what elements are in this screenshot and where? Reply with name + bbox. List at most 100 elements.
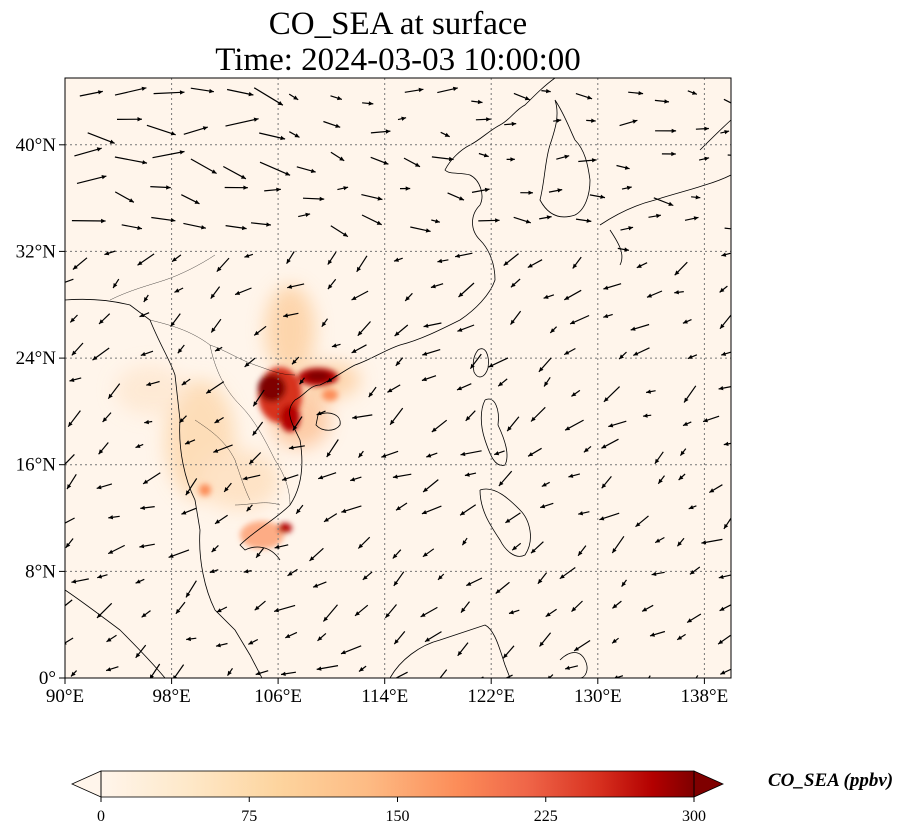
wind-vector-head xyxy=(179,150,185,155)
wind-vector-head xyxy=(395,361,401,366)
wind-vector-head xyxy=(108,549,114,554)
wind-vector-head xyxy=(510,282,516,288)
wind-vector-shaft xyxy=(87,132,115,144)
wind-vector-head xyxy=(292,359,297,365)
wind-vector-head xyxy=(677,635,683,640)
wind-vector-head xyxy=(483,153,489,158)
wind-vector-head xyxy=(682,319,688,324)
wind-vector-head xyxy=(377,196,383,201)
wind-vector-head xyxy=(564,154,570,159)
wind-vector-head xyxy=(394,257,399,262)
wind-vector-shaft xyxy=(76,175,107,184)
wind-vector-head xyxy=(626,185,632,191)
coastline-sulawesi xyxy=(559,652,588,678)
wind-vector-head xyxy=(430,284,436,289)
wind-vector-head xyxy=(693,216,699,221)
wind-vector-head xyxy=(98,90,103,95)
wind-vector-head xyxy=(285,633,291,638)
colorbar-max-extension xyxy=(693,770,724,798)
wind-vector-shaft xyxy=(253,87,284,106)
wind-vector-head xyxy=(525,219,531,224)
wind-vector-head xyxy=(704,156,710,161)
wind-vector-head xyxy=(720,670,726,675)
wind-vector-head xyxy=(664,99,669,104)
wind-vector-head xyxy=(394,639,399,645)
wind-vector-head xyxy=(559,574,565,579)
colorbar-gradient xyxy=(101,771,694,797)
wind-vector-head xyxy=(287,571,293,576)
colorbar-min-extension xyxy=(71,770,102,798)
wind-vector-head xyxy=(444,132,450,137)
wind-vector-head xyxy=(331,343,337,348)
wind-vector-head xyxy=(541,482,547,487)
wind-vector-head xyxy=(719,606,725,611)
wind-vector-head xyxy=(71,671,76,677)
wind-vector-head xyxy=(630,326,636,331)
border-china-southeast xyxy=(149,319,296,376)
wind-vector-head xyxy=(341,650,346,655)
wind-vector-head xyxy=(137,225,142,230)
wind-vector-head xyxy=(603,313,609,318)
wind-vector-head xyxy=(608,423,614,428)
wind-vector-head xyxy=(299,379,304,385)
wind-vector-head xyxy=(509,610,514,615)
y-tick-label: 32°N xyxy=(16,241,57,262)
wind-vector-head xyxy=(385,613,390,618)
wind-vector-head xyxy=(381,453,387,458)
wind-vector-head xyxy=(537,578,543,584)
wind-vector-head xyxy=(201,225,206,230)
wind-vector-head xyxy=(572,263,578,269)
wind-vector-shaft xyxy=(153,91,185,95)
plume-hanoi xyxy=(258,374,286,402)
coastline-taiwan xyxy=(472,348,489,378)
wind-vector-head xyxy=(568,473,574,478)
wind-vector-head xyxy=(277,101,283,106)
wind-vector-head xyxy=(71,579,77,584)
wind-vector-head xyxy=(255,671,261,676)
wind-vector-head xyxy=(392,553,398,559)
wind-vector-head xyxy=(646,389,651,394)
wind-vector-head xyxy=(578,511,584,516)
wind-vector-head xyxy=(643,413,648,418)
x-tick-marks xyxy=(64,678,705,684)
wind-vector-head xyxy=(612,638,617,644)
wind-vector-head xyxy=(540,504,546,509)
wind-vector-head xyxy=(60,465,65,470)
wind-vector-head xyxy=(143,297,149,302)
wind-vector-head xyxy=(143,479,149,484)
wind-vector-head xyxy=(635,522,641,527)
wind-vector-head xyxy=(709,488,715,493)
wind-vector-head xyxy=(628,226,634,231)
wind-vector-head xyxy=(401,116,407,121)
wind-vector-head xyxy=(253,117,259,122)
wind-vector-head xyxy=(246,506,252,512)
wind-vector-head xyxy=(683,421,688,426)
y-tick-labels: 0° 8°N 16°N 24°N 32°N 40°N xyxy=(16,135,57,689)
wind-vector-head xyxy=(494,451,500,456)
wind-vector-head xyxy=(350,477,356,482)
wind-vector-head xyxy=(511,121,517,127)
wind-vector-head xyxy=(578,550,583,556)
wind-vector-shaft xyxy=(65,637,74,644)
wind-vector-head xyxy=(286,258,291,264)
wind-vector-head xyxy=(390,419,395,425)
wind-vector-head xyxy=(288,445,294,450)
wind-vector-head xyxy=(703,418,708,423)
wind-vector-head xyxy=(423,323,429,328)
wind-vector-head xyxy=(137,117,142,122)
wind-vector-head xyxy=(206,389,212,394)
wind-vector-head xyxy=(318,475,324,480)
wind-vector-head xyxy=(724,130,730,135)
wind-vector-head xyxy=(624,247,629,252)
wind-vector-head xyxy=(253,401,258,407)
wind-vector-head xyxy=(376,220,382,225)
wind-vector-head xyxy=(106,667,112,672)
wind-vector-head xyxy=(68,421,73,427)
wind-vector-head xyxy=(351,348,357,353)
wind-vector-head xyxy=(327,259,333,265)
wind-vector-head xyxy=(591,118,596,123)
wind-vector-head xyxy=(632,119,638,124)
wind-vector-head xyxy=(546,88,551,94)
wind-vector-head xyxy=(448,156,454,162)
country-borders xyxy=(109,254,296,506)
